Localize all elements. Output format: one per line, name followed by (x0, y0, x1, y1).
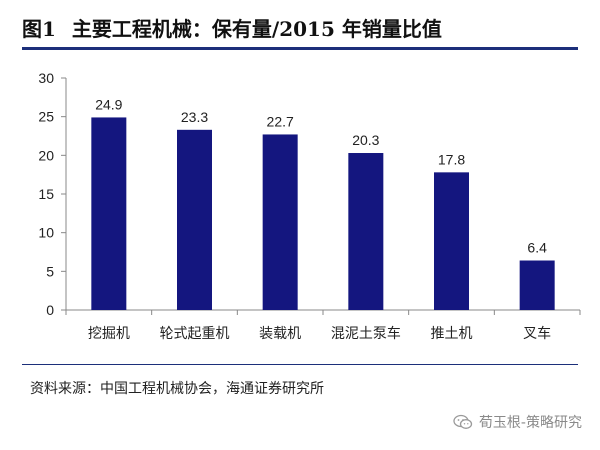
category-label-5: 叉车 (523, 325, 551, 342)
category-label-3: 混泥土泵车 (331, 325, 401, 342)
category-label-1: 轮式起重机 (160, 326, 230, 342)
bottom-rule (22, 364, 578, 365)
bar-2 (262, 134, 298, 310)
data-label-3: 20.3 (352, 132, 379, 148)
top-rule (22, 47, 578, 50)
figure-label: 图1 (22, 16, 56, 41)
bar-4 (434, 172, 469, 310)
y-tick-label-2: 10 (38, 225, 54, 241)
source-note: 资料来源：中国工程机械协会，海通证券研究所 (30, 381, 324, 397)
watermark: 荀玉根-策略研究 (453, 412, 582, 432)
figure-title: 图1 主要工程机械：保有量/2015 年销量比值 (22, 10, 578, 44)
bar-1 (177, 129, 212, 310)
y-tick-label-4: 20 (38, 147, 54, 163)
category-label-2: 装载机 (259, 326, 301, 342)
category-label-0: 挖掘机 (88, 326, 130, 342)
watermark-text: 荀玉根-策略研究 (478, 415, 582, 431)
y-tick-label-5: 25 (38, 109, 54, 125)
chart-title: 主要工程机械：保有量/2015 年销量比值 (71, 16, 442, 41)
y-tick-label-3: 15 (38, 186, 54, 202)
data-label-0: 24.9 (95, 96, 122, 112)
bar-5 (519, 260, 555, 310)
data-label-2: 22.7 (267, 113, 294, 129)
bar-3 (348, 153, 384, 310)
bar-0 (91, 117, 127, 310)
y-tick-label-0: 0 (46, 302, 54, 318)
y-tick-label-6: 30 (38, 70, 54, 86)
data-label-4: 17.8 (438, 151, 465, 167)
y-tick-label-1: 5 (46, 263, 54, 279)
wechat-icon (453, 414, 473, 429)
category-label-4: 推土机 (431, 326, 473, 342)
data-label-5: 6.4 (527, 240, 547, 256)
data-label-1: 23.3 (181, 109, 208, 125)
